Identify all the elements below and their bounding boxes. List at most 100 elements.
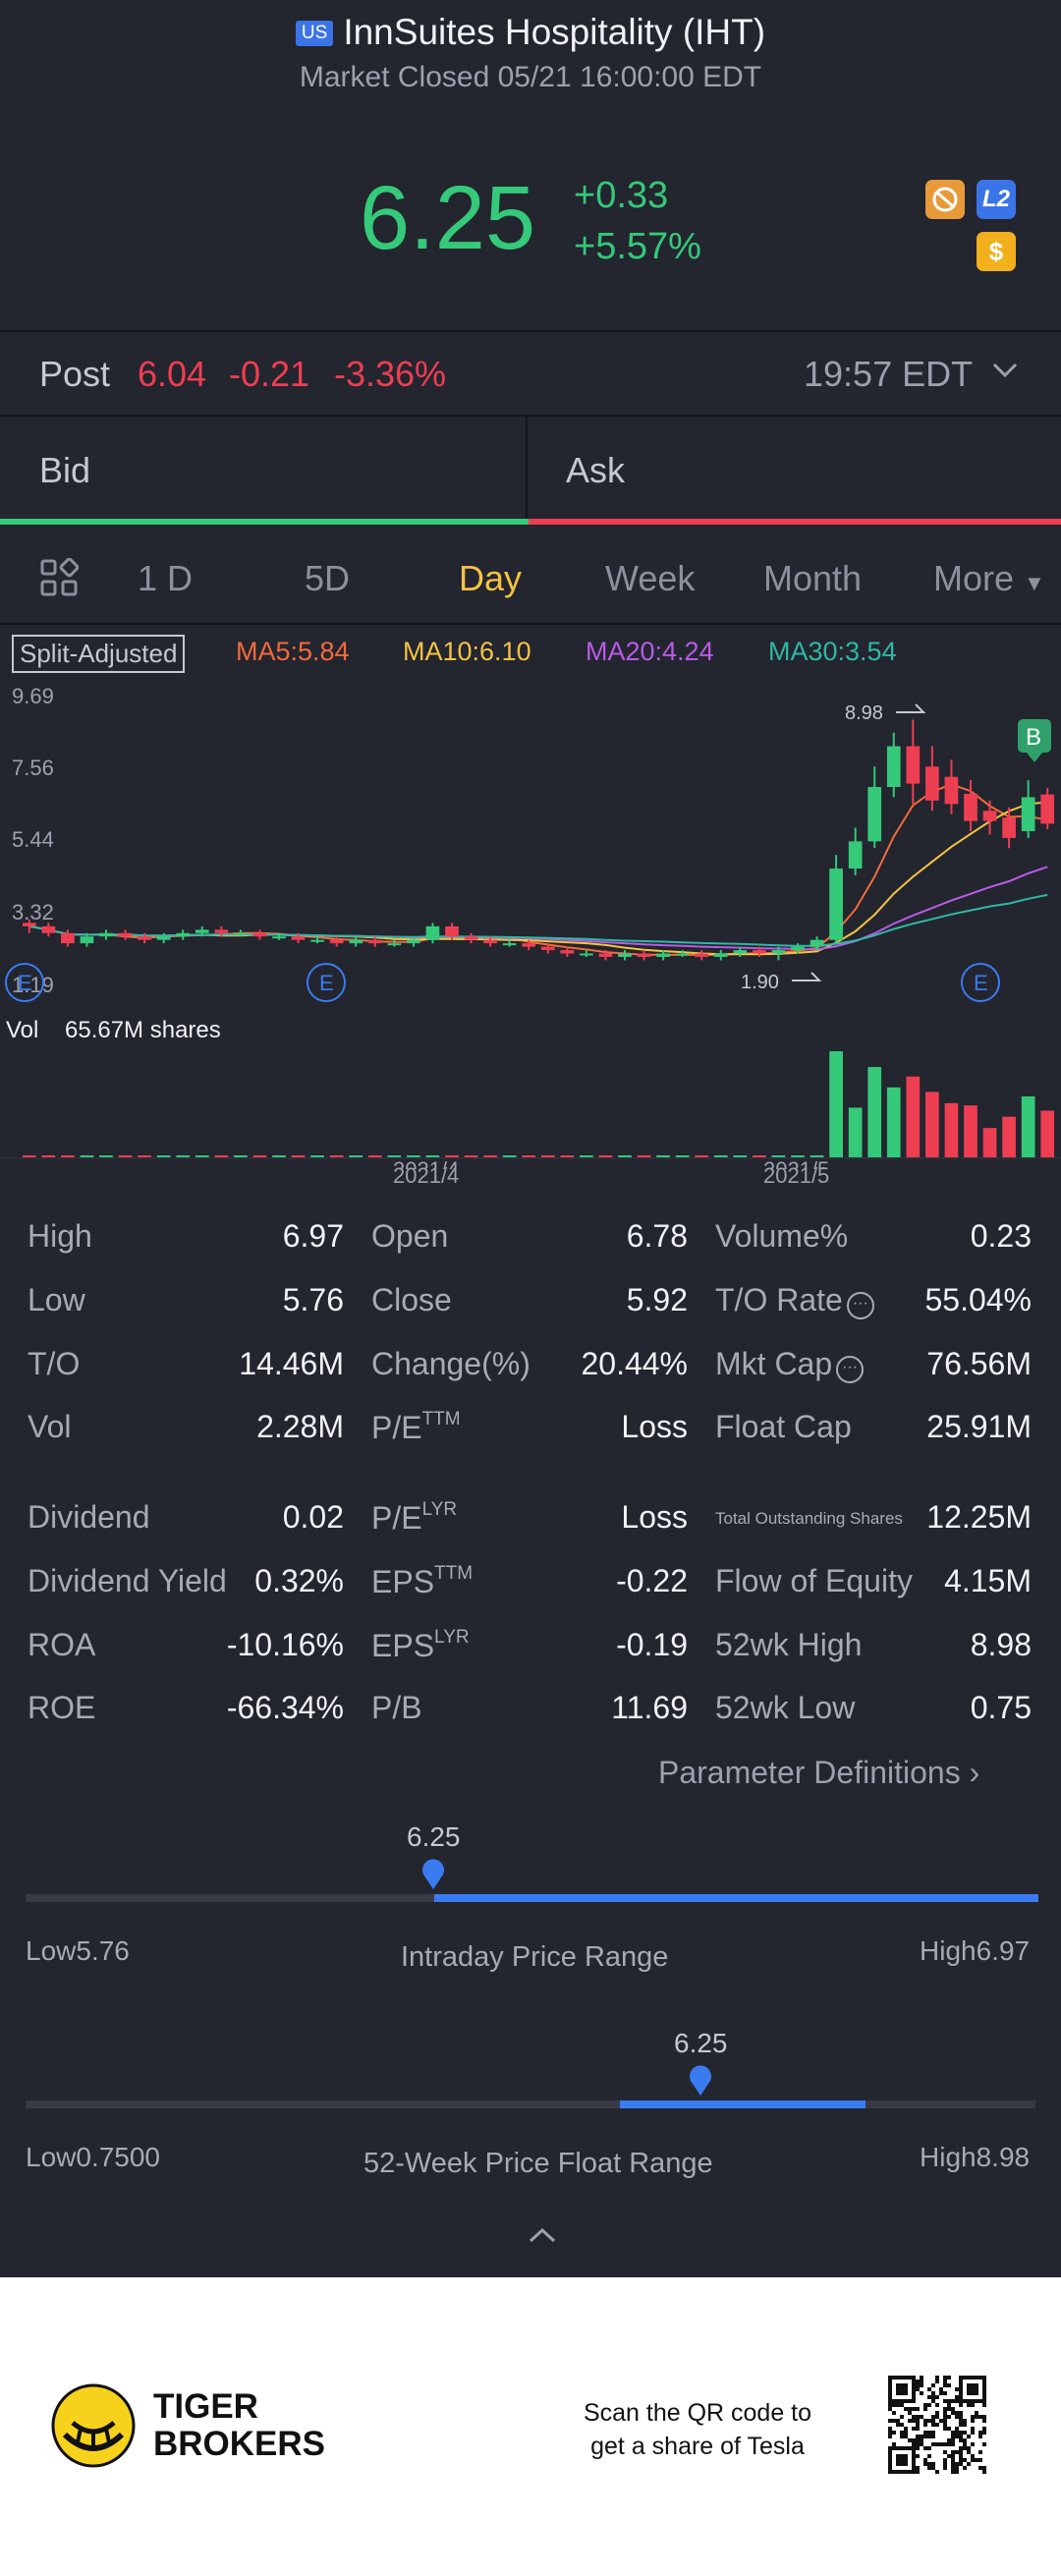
post-time: 19:57 EDT (804, 354, 974, 394)
stat-value: 6.78 (626, 1218, 688, 1254)
stat-label: T/O (28, 1346, 80, 1382)
candle-body (810, 939, 824, 947)
divider (0, 330, 1061, 332)
post-market-row[interactable]: Post 6.04 -0.21 -3.36% 19:57 EDT (0, 332, 1061, 415)
volume-bar (810, 1155, 824, 1157)
stat-value: -66.34% (226, 1690, 344, 1725)
volume-bar (291, 1155, 306, 1157)
volume-bar (425, 1155, 440, 1157)
tab-month[interactable]: Month (763, 558, 863, 598)
volume-bar (502, 1155, 517, 1157)
chevron-down-icon[interactable] (990, 360, 1020, 386)
earnings-marker[interactable]: E (961, 963, 1000, 1002)
y-tick: 7.56 (12, 756, 54, 780)
parameter-definitions-link[interactable]: Parameter Definitions › (658, 1755, 979, 1791)
candle-body (252, 932, 267, 937)
stat-label-text: P/E (371, 1410, 422, 1445)
dollar-icon[interactable]: $ (977, 232, 1016, 271)
divider (0, 623, 1061, 625)
stat-label: P/ELYR (371, 1499, 457, 1537)
ask-volume-bar (529, 519, 1061, 525)
candle-body (637, 953, 651, 957)
volume-bar (1021, 1095, 1035, 1157)
tab-week[interactable]: Week (605, 558, 696, 598)
volume-bar (329, 1155, 344, 1157)
volume-bar (944, 1102, 959, 1157)
stat-label: Volume% (715, 1218, 848, 1255)
stat-label: Change(%) (371, 1346, 530, 1382)
volume-bar (41, 1155, 56, 1157)
candle-body (791, 946, 805, 951)
ma5-label: MA5:5.84 (236, 637, 350, 666)
volume-bar (1040, 1110, 1055, 1157)
post-price: 6.04 (138, 354, 207, 394)
caret-down-icon: ▼ (1024, 571, 1045, 595)
buy-marker[interactable]: B (1018, 719, 1051, 762)
grid-icon[interactable] (39, 557, 80, 602)
earnings-marker[interactable]: E (307, 963, 346, 1002)
volume-bar (387, 1155, 402, 1157)
promo-line1: Scan the QR code to (583, 2399, 812, 2427)
tab-more[interactable]: More ▼ (933, 558, 1045, 599)
stat-label: Total Outstanding Shares (715, 1509, 903, 1529)
volume-bar (886, 1087, 901, 1157)
svg-text:B: B (1026, 724, 1041, 751)
level2-icon[interactable]: L2 (977, 180, 1016, 219)
candle-body (387, 943, 402, 946)
volume-bar (656, 1155, 670, 1157)
stat-label-text: Total Outstanding Shares (715, 1509, 903, 1528)
stat-value: Loss (621, 1409, 688, 1444)
volume-bar (522, 1155, 536, 1157)
stat-label-text: Dividend (28, 1499, 150, 1535)
tab-1d[interactable]: 1 D (138, 558, 194, 598)
tab-day[interactable]: Day (459, 558, 523, 598)
volume-bar (176, 1155, 191, 1157)
x-tick: 2021/4 (393, 1163, 460, 1188)
info-icon[interactable]: ··· (846, 1292, 874, 1319)
week52-range-track (26, 2100, 1035, 2108)
stat-label-text: Dividend Yield (28, 1563, 227, 1598)
arrow-right-icon (896, 703, 926, 713)
svg-text:E: E (319, 971, 334, 995)
week52-low: Low0.7500 (26, 2142, 161, 2172)
week52-high: High8.98 (920, 2142, 1031, 2172)
divider (526, 417, 528, 519)
tab-5d[interactable]: 5D (305, 558, 351, 598)
stat-label: High (28, 1218, 92, 1255)
stat-label-text: Low (28, 1282, 85, 1317)
candle-body (99, 932, 113, 937)
stat-value: -10.16% (226, 1627, 344, 1662)
bid-label: Bid (39, 450, 91, 490)
week52-current-price: 6.25 (674, 2028, 728, 2058)
post-label: Post (39, 354, 111, 394)
ma20-label: MA20:4.24 (586, 637, 714, 666)
volume-value: 65.67M shares (65, 1017, 221, 1043)
candle-body (1002, 817, 1016, 838)
info-icon[interactable]: ··· (836, 1356, 865, 1383)
volume-bar (1002, 1116, 1016, 1157)
qr-code[interactable] (888, 2376, 986, 2474)
split-adjusted-toggle[interactable]: Split-Adjusted (12, 635, 186, 673)
candlestick-chart[interactable]: 9.69 7.56 5.44 3.32 1.19 8.98 1.90 E E E… (0, 678, 1061, 1169)
volume-bar (118, 1155, 133, 1157)
candle-body (522, 943, 536, 947)
week52-range-title: 52-Week Price Float Range (363, 2148, 713, 2179)
stat-label-superscript: TTM (421, 1409, 461, 1429)
volume-bar (540, 1155, 555, 1157)
volume-bar (637, 1155, 651, 1157)
stat-value: 0.32% (254, 1563, 344, 1598)
stat-label: Open (371, 1218, 448, 1255)
chevron-up-icon[interactable] (525, 2224, 560, 2251)
promo-line2: get a share of Tesla (590, 2433, 805, 2460)
volume-bar (156, 1155, 171, 1157)
volume-bar (695, 1155, 709, 1157)
volume-bar (80, 1155, 94, 1157)
candle-body (483, 939, 497, 944)
no-shorting-icon[interactable] (925, 180, 965, 219)
chevron-right-icon: › (969, 1755, 980, 1790)
y-tick: 9.69 (12, 684, 54, 708)
candle-body (618, 953, 632, 957)
earnings-marker[interactable]: E (5, 963, 44, 1002)
volume-bar (925, 1092, 939, 1157)
candle-body (771, 950, 786, 954)
